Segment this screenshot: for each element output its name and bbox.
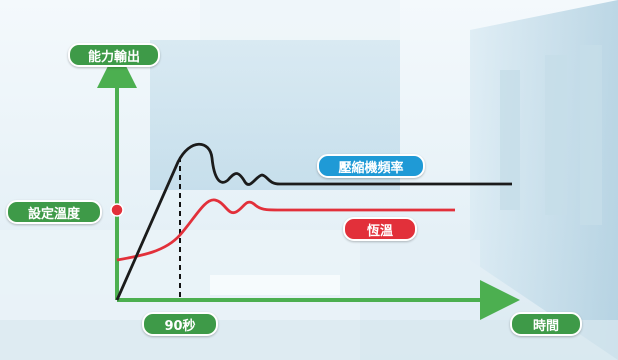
window-frame-2 [545, 55, 567, 215]
window-frame-3 [580, 45, 602, 225]
ceiling-panel [200, 0, 400, 40]
y-axis-label: 能力輸出 [68, 43, 160, 67]
legend-constant-temperature: 恆溫 [343, 217, 417, 241]
side-chair [360, 240, 480, 320]
setpoint-label: 設定溫度 [6, 200, 102, 224]
legend-compressor-frequency: 壓縮機頻率 [317, 154, 425, 178]
window-frame-1 [500, 70, 520, 210]
setpoint-dot [110, 203, 124, 217]
compressor-frequency-curve [115, 142, 512, 301]
temperature-curve [116, 198, 455, 262]
x-axis-label: 時間 [510, 312, 582, 336]
time-mark-label: 90秒 [142, 312, 218, 336]
coffee-table [210, 275, 340, 295]
